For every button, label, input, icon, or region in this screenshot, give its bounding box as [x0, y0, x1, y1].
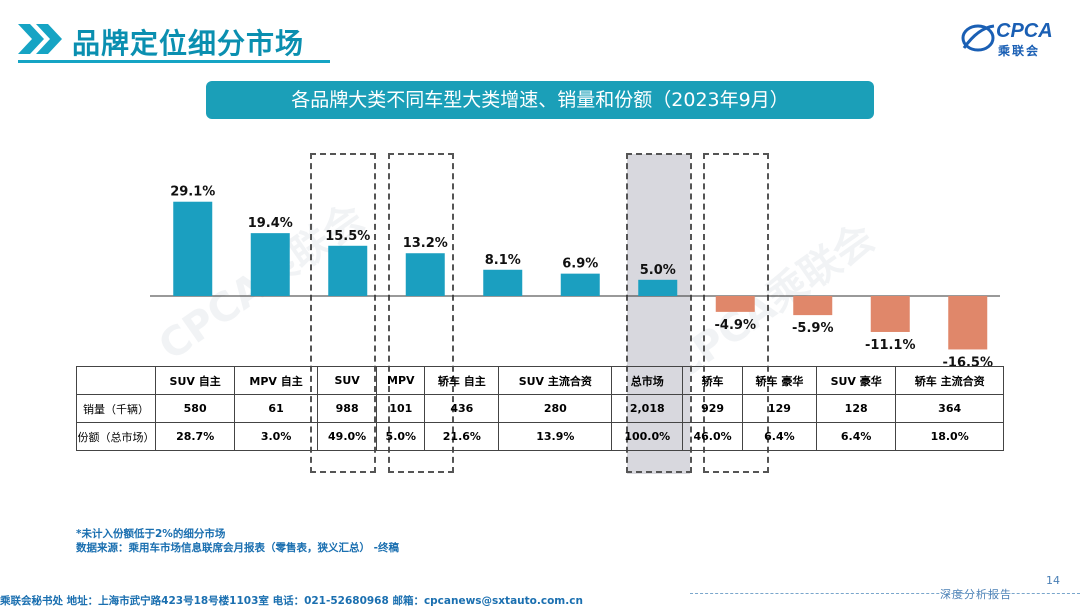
- table-cell: 100.0%: [611, 422, 684, 451]
- table-cell: 280: [498, 394, 613, 423]
- data-table: SUV 自主 MPV 自主 SUV MPV 轿车 自主 SUV 主流合资 总市场 轿车 轿车 豪…: [76, 366, 1004, 451]
- table-cell: 61: [234, 394, 318, 423]
- table-corner-cell: [76, 366, 156, 395]
- table-cell: 6.4%: [741, 422, 818, 451]
- row-header: 份额（总市场）: [76, 422, 156, 451]
- table-cell: 46.0%: [682, 422, 743, 451]
- table-cell: 13.9%: [498, 422, 613, 451]
- chart-title: 各品牌大类不同车型大类增速、销量和份额（2023年9月）: [206, 81, 874, 119]
- table-row: 份额（总市场） 28.7% 3.0% 49.0% 5.0% 21.6% 13.9% 100.0…: [76, 422, 1004, 451]
- highlight-box-suv: [310, 153, 376, 473]
- table-cell: 129: [741, 394, 818, 423]
- column-header: 轿车 主流合资: [895, 366, 1004, 395]
- table-cell: 28.7%: [154, 422, 236, 451]
- bar: [483, 269, 523, 296]
- data-label: -4.9%: [715, 318, 756, 333]
- table-cell: 436: [424, 394, 500, 423]
- data-label: 6.9%: [562, 257, 598, 272]
- logo: CPCA 乘联会: [960, 18, 1060, 60]
- data-label: 8.1%: [485, 253, 521, 268]
- column-header: MPV 自主: [234, 366, 318, 395]
- table-cell: 21.6%: [424, 422, 500, 451]
- bar: [793, 296, 833, 316]
- report-label: 深度分析报告: [940, 588, 1012, 601]
- table-cell: 364: [895, 394, 1004, 423]
- column-header: MPV: [376, 366, 426, 395]
- data-label: 5.0%: [640, 263, 676, 278]
- highlight-box-total: [626, 153, 692, 473]
- table-cell: 101: [376, 394, 426, 423]
- header: 品牌定位细分市场 CPCA 乘联会: [0, 0, 1080, 70]
- row-header: 销量（千辆）: [76, 394, 156, 423]
- table-cell: 3.0%: [234, 422, 318, 451]
- bar: [948, 296, 988, 350]
- table-cell: 49.0%: [316, 422, 378, 451]
- data-label: 13.2%: [403, 236, 448, 251]
- table-row: 销量（千辆） 580 61 988 101 436 280 2,018 929 129 128 364: [76, 394, 1004, 423]
- bar: [715, 296, 755, 312]
- bar: [870, 296, 910, 332]
- table-cell: 2,018: [611, 394, 684, 423]
- page-title: 品牌定位细分市场: [72, 27, 305, 60]
- column-header: SUV 主流合资: [498, 366, 613, 395]
- table-cell: 18.0%: [895, 422, 1004, 451]
- bar: [638, 279, 678, 296]
- logo-swoosh-icon: [961, 24, 995, 52]
- column-header: SUV 自主: [154, 366, 236, 395]
- data-label: 15.5%: [325, 229, 370, 244]
- column-header: SUV: [316, 366, 378, 395]
- highlight-box-mpv: [388, 153, 454, 473]
- bar: [328, 245, 368, 296]
- title-underline: [18, 60, 330, 63]
- table-cell: 929: [682, 394, 743, 423]
- data-label: -5.9%: [792, 321, 833, 336]
- column-header: SUV 豪华: [816, 366, 897, 395]
- highlight-box-sedan: [703, 153, 769, 473]
- bar: [405, 253, 445, 296]
- bar: [173, 201, 213, 296]
- footer-contact: 乘联会秘书处 地址：上海市武宁路423号18号楼1103室 电话：021-526…: [0, 595, 583, 607]
- data-source: 数据来源：乘用车市场信息联席会月报表（零售表，狭义汇总） -终稿: [76, 542, 400, 554]
- column-header: 轿车 豪华: [741, 366, 818, 395]
- column-header: 轿车 自主: [424, 366, 500, 395]
- logo-subtext: 乘联会: [998, 44, 1041, 58]
- column-header: 总市场: [611, 366, 684, 395]
- footer-divider: [690, 593, 1080, 595]
- bar: [250, 233, 290, 296]
- footnote: *未计入份额低于2%的细分市场: [76, 528, 226, 540]
- table-header-row: SUV 自主 MPV 自主 SUV MPV 轿车 自主 SUV 主流合资 总市场 轿车 轿车 豪…: [76, 366, 1004, 395]
- table-cell: 5.0%: [376, 422, 426, 451]
- table-cell: 6.4%: [816, 422, 897, 451]
- chevron-right-icon: [18, 24, 62, 54]
- table-cell: 580: [154, 394, 236, 423]
- column-header: 轿车: [682, 366, 743, 395]
- data-label: 29.1%: [170, 185, 215, 200]
- logo-text: CPCA: [996, 20, 1053, 42]
- page-number: 14: [1046, 574, 1060, 587]
- table-cell: 988: [316, 394, 378, 423]
- bar: [560, 273, 600, 296]
- data-label: -11.1%: [865, 338, 916, 353]
- data-label: 19.4%: [248, 216, 293, 231]
- table-cell: 128: [816, 394, 897, 423]
